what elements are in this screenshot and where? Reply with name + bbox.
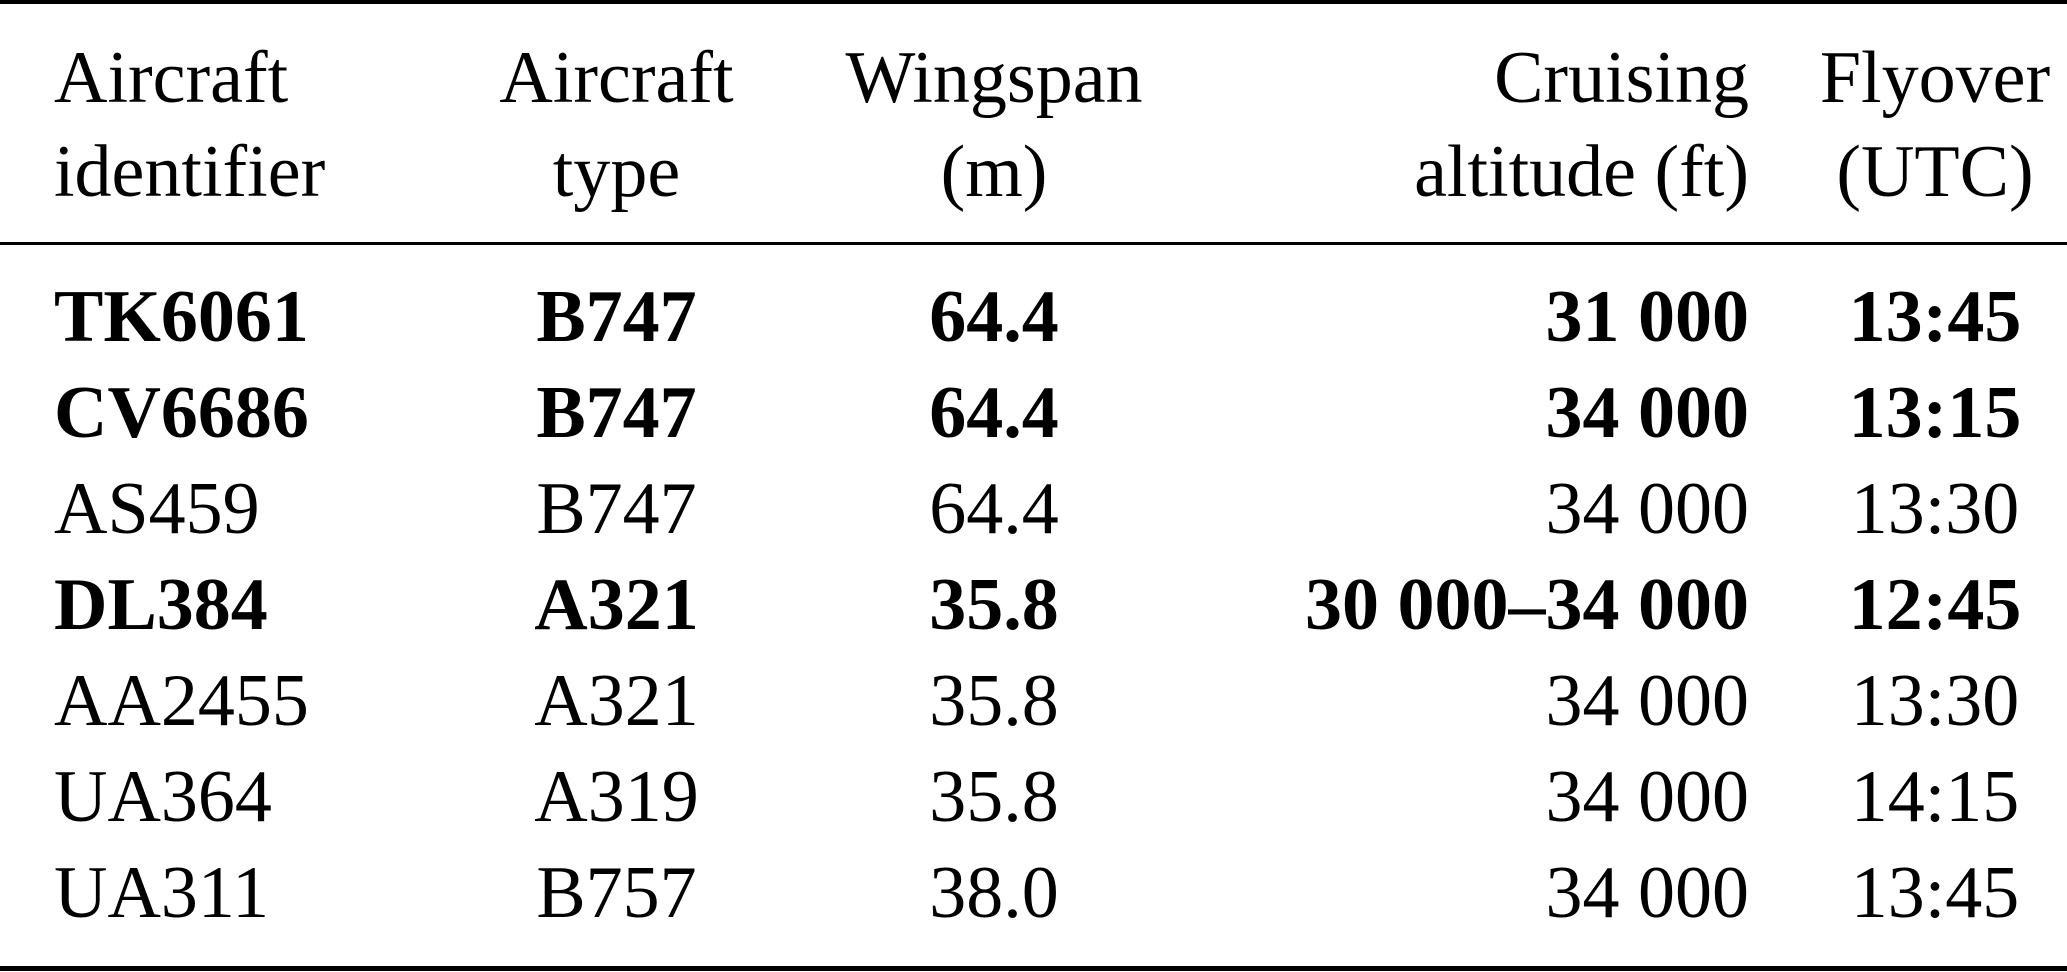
cell-cruising-altitude: 34 000 xyxy=(1545,372,1750,454)
cell-aircraft-identifier: CV6686 xyxy=(54,372,309,454)
cell-aircraft-identifier: UA364 xyxy=(54,756,272,838)
cell-wingspan: 35.8 xyxy=(929,756,1059,838)
cell-wingspan: 64.4 xyxy=(929,372,1059,454)
cell-flyover: 14:15 xyxy=(1850,756,2020,838)
table-row: UA311 B757 38.0 34 000 13:45 xyxy=(0,845,2067,941)
cell-flyover: 13:45 xyxy=(1848,276,2022,358)
bottom-rule xyxy=(0,966,2067,971)
cell-flyover: 12:45 xyxy=(1848,564,2022,646)
cell-aircraft-type: B757 xyxy=(536,852,697,934)
cell-aircraft-identifier: UA311 xyxy=(54,852,270,934)
table-row: TK6061 B747 64.4 31 000 13:45 xyxy=(0,247,2067,365)
header-aircraft-type: Aircraft type xyxy=(499,36,734,213)
cell-aircraft-type: B747 xyxy=(536,468,697,550)
cell-aircraft-type: B747 xyxy=(536,372,697,454)
cell-wingspan: 64.4 xyxy=(929,276,1059,358)
header-aircraft-identifier: Aircraft identifier xyxy=(54,36,326,213)
cell-flyover: 13:30 xyxy=(1850,660,2020,742)
table-row: AS459 B747 64.4 34 000 13:30 xyxy=(0,461,2067,557)
cell-aircraft-type: A321 xyxy=(534,564,699,646)
cell-wingspan: 38.0 xyxy=(929,852,1059,934)
cell-flyover: 13:45 xyxy=(1850,852,2020,934)
cell-cruising-altitude: 34 000 xyxy=(1545,852,1750,934)
cell-aircraft-identifier: AS459 xyxy=(54,468,260,550)
cell-aircraft-identifier: DL384 xyxy=(54,564,268,646)
aircraft-table: Aircraft identifier Aircraft type Wingsp… xyxy=(0,0,2067,941)
cell-aircraft-type: A321 xyxy=(534,660,699,742)
cell-aircraft-type: B747 xyxy=(536,276,697,358)
cell-cruising-altitude: 34 000 xyxy=(1545,756,1750,838)
top-rule xyxy=(0,0,2067,4)
cell-cruising-altitude: 34 000 xyxy=(1545,468,1750,550)
header-wingspan: Wingspan (m) xyxy=(845,36,1143,213)
table-row: DL384 A321 35.8 30 000–34 000 12:45 xyxy=(0,557,2067,653)
cell-cruising-altitude: 34 000 xyxy=(1545,660,1750,742)
header-cruising-altitude: Cruising altitude (ft) xyxy=(1414,36,1749,213)
table-row: CV6686 B747 64.4 34 000 13:15 xyxy=(0,365,2067,461)
cell-wingspan: 64.4 xyxy=(929,468,1059,550)
header-rule xyxy=(0,242,2067,245)
cell-aircraft-identifier: AA2455 xyxy=(54,660,309,742)
cell-wingspan: 35.8 xyxy=(929,660,1059,742)
table-row: AA2455 A321 35.8 34 000 13:30 xyxy=(0,653,2067,749)
cell-aircraft-type: A319 xyxy=(534,756,699,838)
header-row: Aircraft identifier Aircraft type Wingsp… xyxy=(0,0,2067,247)
cell-flyover: 13:15 xyxy=(1848,372,2022,454)
header-flyover: Flyover (UTC) xyxy=(1819,36,2051,213)
cell-cruising-altitude: 31 000 xyxy=(1545,276,1750,358)
cell-flyover: 13:30 xyxy=(1850,468,2020,550)
cell-wingspan: 35.8 xyxy=(929,564,1059,646)
cell-cruising-altitude: 30 000–34 000 xyxy=(1305,564,1749,646)
cell-aircraft-identifier: TK6061 xyxy=(54,276,309,358)
table-row: UA364 A319 35.8 34 000 14:15 xyxy=(0,749,2067,845)
